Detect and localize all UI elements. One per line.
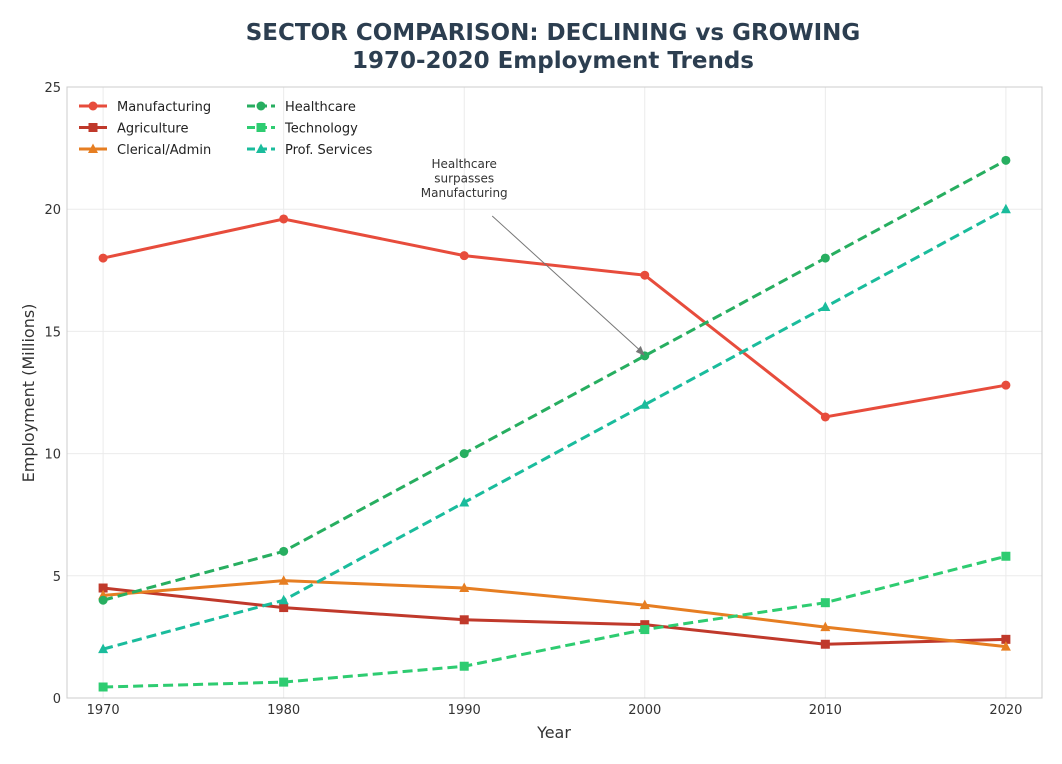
annotation-arrow	[491, 215, 644, 354]
legend-label: Agriculture	[117, 122, 189, 137]
data-point	[278, 594, 289, 605]
data-point	[1001, 380, 1011, 390]
series-prof-services	[98, 203, 1011, 654]
series-manufacturing	[98, 214, 1011, 422]
legend-label: Healthcare	[285, 100, 356, 115]
y-tick-label: 20	[44, 203, 61, 218]
data-point	[820, 621, 831, 632]
data-point	[1001, 155, 1011, 165]
legend-marker	[256, 143, 266, 153]
data-point	[459, 251, 469, 261]
data-point	[278, 575, 289, 585]
chart-subtitle: 1970-2020 Employment Trends	[352, 48, 754, 74]
series-line	[102, 586, 1006, 646]
legend: Manufacturing Agriculture Clerical/Admin He…	[79, 100, 373, 158]
data-point	[279, 546, 289, 556]
data-point	[1001, 634, 1011, 644]
data-point	[1000, 203, 1011, 214]
data-point	[640, 625, 650, 635]
data-point	[459, 615, 469, 625]
data-point	[279, 603, 289, 613]
y-axis-label: Employment (Millions)	[19, 304, 38, 483]
legend-marker	[256, 101, 266, 111]
legend-marker	[88, 123, 98, 132]
data-point	[820, 412, 830, 422]
series-technology	[98, 551, 1011, 692]
series-line	[102, 159, 1007, 602]
x-tick-label: 1970	[87, 703, 120, 718]
series-healthcare	[98, 155, 1011, 605]
data-point	[1000, 641, 1011, 651]
data-point	[639, 399, 650, 409]
x-tick-label: 2000	[628, 703, 661, 718]
data-point	[279, 677, 289, 687]
legend-marker	[88, 101, 98, 111]
series-line	[103, 554, 1007, 689]
data-point	[98, 643, 109, 654]
series-group	[98, 155, 1011, 692]
legend-item: Clerical/Admin	[79, 143, 211, 158]
x-tick-label: 1980	[267, 703, 300, 718]
legend-item: Technology	[247, 122, 358, 137]
legend-label: Manufacturing	[117, 100, 211, 115]
legend-marker	[88, 143, 98, 153]
data-point	[820, 598, 830, 608]
y-tick-label: 10	[44, 448, 61, 463]
data-point	[820, 639, 830, 649]
data-point	[98, 595, 108, 605]
y-tick-label: 25	[44, 81, 61, 96]
x-tick-label: 2020	[989, 703, 1022, 718]
data-point	[459, 582, 470, 593]
data-point	[459, 449, 469, 459]
y-tick-label: 5	[53, 570, 61, 585]
x-tick-label: 2010	[809, 703, 842, 718]
x-tick-label: 1990	[448, 703, 481, 718]
series-clerical-admin	[98, 575, 1011, 651]
legend-item: Prof. Services	[247, 143, 373, 158]
data-point	[279, 214, 289, 224]
data-point	[640, 620, 650, 630]
data-point	[459, 496, 470, 507]
grid	[67, 86, 1042, 699]
legend-label: Prof. Services	[285, 143, 373, 158]
series-line	[102, 207, 1007, 651]
data-point	[98, 253, 108, 263]
chart-title: SECTOR COMPARISON: DECLINING vs GROWING	[246, 20, 861, 46]
ticks: 1970 1980 1990 2000 2010 2020 0 5 10 15 20 25	[44, 81, 1022, 718]
series-line	[102, 579, 1007, 649]
legend-item: Agriculture	[79, 122, 189, 137]
data-point	[98, 682, 108, 692]
y-tick-label: 15	[44, 325, 61, 340]
data-point	[820, 253, 830, 263]
series-line	[102, 217, 1007, 419]
annotation-text: surpasses	[434, 171, 494, 185]
x-axis-label: Year	[536, 723, 571, 742]
legend-label: Clerical/Admin	[117, 143, 211, 158]
annotation-text: Manufacturing	[421, 186, 508, 200]
annotation-text: Healthcare	[432, 157, 497, 171]
legend-marker	[256, 123, 266, 132]
data-point	[1001, 551, 1011, 561]
y-tick-label: 0	[53, 692, 61, 707]
data-point	[459, 661, 469, 671]
data-point	[98, 583, 108, 593]
data-point	[639, 599, 650, 610]
legend-item: Manufacturing	[79, 100, 211, 115]
legend-item: Healthcare	[247, 100, 356, 115]
data-point	[640, 270, 650, 280]
data-point	[820, 301, 831, 311]
series-agriculture	[98, 583, 1011, 649]
legend-label: Technology	[284, 122, 358, 137]
plot-frame	[66, 86, 1043, 699]
annotation-arrowhead	[635, 345, 645, 356]
